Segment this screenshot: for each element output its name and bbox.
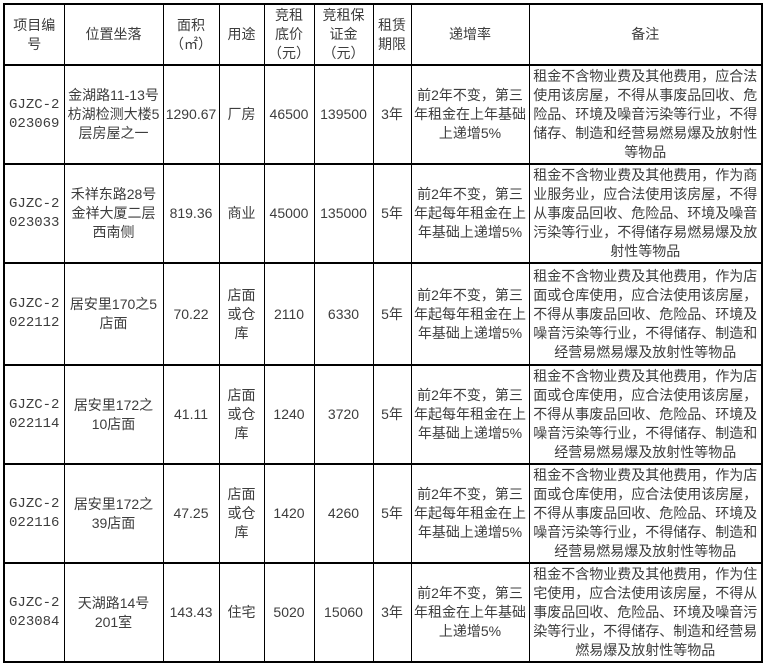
cell-deposit: 6330 [313, 262, 374, 366]
cell-location: 居安里170之5店面 [63, 262, 164, 366]
cell-deposit: 4260 [313, 463, 374, 564]
cell-increment: 前2年不变，第三年起每年租金在上年基础上递增5% [410, 364, 530, 465]
cell-use: 店面或仓库 [218, 364, 265, 465]
table-row: GJZC-2022114 居安里172之10店面 41.11 店面或仓库 124… [3, 364, 763, 465]
header-increment: 递增率 [410, 3, 530, 66]
cell-remarks: 租金不含物业费及其他费用，作为店面或仓库使用，应合法使用该房屋，不得从事废品回收… [528, 364, 763, 465]
header-term: 租赁 期限 [372, 3, 412, 66]
cell-term: 3年 [372, 562, 412, 663]
cell-term: 3年 [372, 64, 412, 165]
rental-listing-table: 项目编号 位置坐落 面积 （㎡） 用途 竞租 底价 （元） 竞租保 证金 （元）… [3, 3, 763, 663]
cell-use: 店面或仓库 [218, 262, 265, 366]
cell-base-price: 1420 [263, 463, 315, 564]
cell-increment: 前2年不变，第三年起每年租金在上年基础上递增5% [410, 163, 530, 264]
cell-use: 厂房 [218, 64, 265, 165]
header-deposit: 竞租保 证金 （元） [313, 3, 374, 66]
cell-remarks: 租金不含物业费及其他费用，作为商业服务业，应合法使用该房屋，不得从事废品回收、危… [528, 163, 763, 264]
cell-base-price: 2110 [263, 262, 315, 366]
cell-increment: 前2年不变，第三年租金在上年基础上递增5% [410, 562, 530, 663]
cell-remarks: 租金不含物业费及其他费用，应合法使用该房屋，不得从事废品回收、危险品、环境及噪音… [528, 64, 763, 165]
cell-project-id: GJZC-2023069 [3, 64, 65, 165]
header-row: 项目编号 位置坐落 面积 （㎡） 用途 竞租 底价 （元） 竞租保 证金 （元）… [3, 3, 763, 66]
table-row: GJZC-2023069 金湖路11-13号枋湖检测大楼5层房屋之一 1290.… [3, 64, 763, 165]
cell-increment: 前2年不变，第三年起每年租金在上年基础上递增5% [410, 262, 530, 366]
cell-deposit: 135000 [313, 163, 374, 264]
cell-base-price: 46500 [263, 64, 315, 165]
cell-remarks: 租金不含物业费及其他费用，作为店面或仓库使用，应合法使用该房屋，不得从事废品回收… [528, 463, 763, 564]
cell-deposit: 15060 [313, 562, 374, 663]
cell-location: 居安里172之39店面 [63, 463, 164, 564]
header-project-id: 项目编号 [3, 3, 65, 66]
cell-use: 住宅 [218, 562, 265, 663]
cell-remarks: 租金不含物业费及其他费用，作为住宅使用，应合法使用该房屋，不得从事废品回收、危险… [528, 562, 763, 663]
cell-term: 5年 [372, 463, 412, 564]
cell-deposit: 139500 [313, 64, 374, 165]
cell-use: 店面或仓库 [218, 463, 265, 564]
cell-deposit: 3720 [313, 364, 374, 465]
cell-location: 禾祥东路28号金祥大厦二层西南侧 [63, 163, 164, 264]
cell-term: 5年 [372, 163, 412, 264]
table-row: GJZC-2022116 居安里172之39店面 47.25 店面或仓库 142… [3, 463, 763, 564]
cell-project-id: GJZC-2022114 [3, 364, 65, 465]
cell-base-price: 45000 [263, 163, 315, 264]
cell-location: 天湖路14号201室 [63, 562, 164, 663]
cell-project-id: GJZC-2023033 [3, 163, 65, 264]
cell-area: 47.25 [162, 463, 220, 564]
cell-project-id: GJZC-2023084 [3, 562, 65, 663]
cell-area: 143.43 [162, 562, 220, 663]
cell-use: 商业 [218, 163, 265, 264]
cell-increment: 前2年不变，第三年租金在上年基础上递增5% [410, 64, 530, 165]
table-row: GJZC-2022112 居安里170之5店面 70.22 店面或仓库 2110… [3, 262, 763, 366]
header-location: 位置坐落 [63, 3, 164, 66]
cell-term: 5年 [372, 262, 412, 366]
cell-location: 居安里172之10店面 [63, 364, 164, 465]
cell-area: 41.11 [162, 364, 220, 465]
cell-term: 5年 [372, 364, 412, 465]
cell-project-id: GJZC-2022116 [3, 463, 65, 564]
cell-project-id: GJZC-2022112 [3, 262, 65, 366]
cell-area: 70.22 [162, 262, 220, 366]
cell-area: 1290.67 [162, 64, 220, 165]
table-row: GJZC-2023084 天湖路14号201室 143.43 住宅 5020 1… [3, 562, 763, 663]
cell-base-price: 1240 [263, 364, 315, 465]
table-row: GJZC-2023033 禾祥东路28号金祥大厦二层西南侧 819.36 商业 … [3, 163, 763, 264]
cell-base-price: 5020 [263, 562, 315, 663]
header-base-price: 竞租 底价 （元） [263, 3, 315, 66]
cell-area: 819.36 [162, 163, 220, 264]
header-use: 用途 [218, 3, 265, 66]
header-remarks: 备注 [528, 3, 763, 66]
header-area: 面积 （㎡） [162, 3, 220, 66]
cell-remarks: 租金不含物业费及其他费用，作为店面或仓库使用，应合法使用该房屋，不得从事废品回收… [528, 262, 763, 366]
cell-location: 金湖路11-13号枋湖检测大楼5层房屋之一 [63, 64, 164, 165]
cell-increment: 前2年不变，第三年起每年租金在上年基础上递增5% [410, 463, 530, 564]
